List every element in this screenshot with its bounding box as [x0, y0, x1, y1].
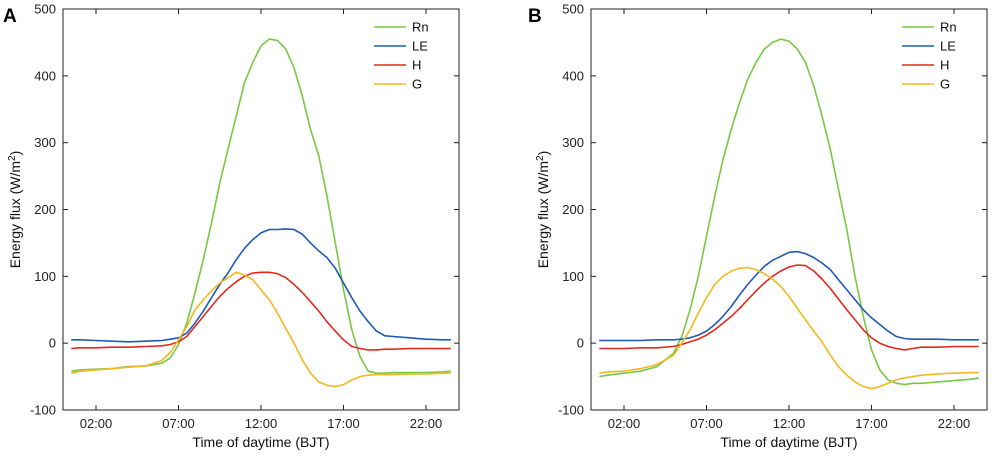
series-line-g [71, 271, 451, 388]
y-axis-title-close: ) [7, 151, 23, 156]
x-tick-label: 12:00 [773, 416, 806, 431]
legend-label-h: H [940, 58, 949, 73]
y-tick-label: -100 [558, 403, 584, 418]
legend-label-rn: Rn [940, 20, 957, 35]
plot-frame [590, 8, 988, 411]
chart-panel-a: A -100 0 100 200 300 400 500 02:00 07:00 12:00 17:0… [3, 2, 460, 450]
legend-label-g: G [940, 77, 950, 92]
chart-panel-b: B -100 0 100 200 300 400 500 02:00 07:00 12:00 17:0… [528, 2, 988, 450]
y-tick-label: 0 [577, 336, 584, 351]
x-axis-title: Time of daytime (BJT) [192, 434, 329, 450]
y-tick-label: 500 [562, 2, 584, 17]
y-axis-title-main: Energy flux (W/m [535, 161, 551, 268]
y-tick-label: 100 [34, 269, 56, 284]
x-tick-label: 07:00 [162, 416, 195, 431]
y-axis-title-sup: 2 [7, 155, 18, 161]
series-line-h [71, 271, 451, 351]
legend: Rn LE HG [374, 20, 429, 92]
y-axis-title-sup: 2 [535, 155, 546, 161]
series-line-g [599, 266, 979, 390]
panel-letter: A [3, 6, 17, 27]
x-tick-label: 17:00 [855, 416, 888, 431]
y-axis-title: Energy flux (W/m2) [535, 151, 551, 269]
series-line-h [599, 264, 979, 351]
plot-frame [62, 8, 460, 411]
series-line-rn [71, 38, 451, 375]
y-tick-label: -100 [30, 403, 56, 418]
y-tick-label: 500 [34, 2, 56, 17]
x-tick-label: 22:00 [938, 416, 971, 431]
legend: Rn LE HG [902, 20, 957, 92]
y-tick-label: 400 [34, 68, 56, 83]
y-tick-label: 0 [49, 336, 56, 351]
y-axis-title: Energy flux (W/m2) [7, 151, 23, 269]
y-tick-label: 300 [34, 135, 56, 150]
y-tick-label: 200 [34, 202, 56, 217]
x-tick-label: 07:00 [690, 416, 723, 431]
legend-label-g: G [412, 77, 422, 92]
series-line-le [71, 228, 451, 343]
y-tick-label: 200 [562, 202, 584, 217]
x-axis-title: Time of daytime (BJT) [720, 434, 857, 450]
y-tick-label: 100 [562, 269, 584, 284]
legend-label-le: LE [412, 39, 428, 54]
x-tick-label: 22:00 [410, 416, 443, 431]
legend-label-h: H [412, 58, 421, 73]
x-tick-label: 02:00 [80, 416, 113, 431]
series-line-rn [599, 38, 979, 386]
x-tick-label: 12:00 [245, 416, 278, 431]
legend-label-le: LE [940, 39, 956, 54]
x-tick-label: 02:00 [608, 416, 641, 431]
y-axis-title-main: Energy flux (W/m [7, 161, 23, 268]
y-tick-label: 300 [562, 135, 584, 150]
y-tick-label: 400 [562, 68, 584, 83]
x-tick-label: 17:00 [327, 416, 360, 431]
series-line-le [599, 250, 979, 342]
panel-letter: B [528, 6, 542, 27]
y-axis-title-close: ) [535, 151, 551, 156]
legend-label-rn: Rn [412, 20, 429, 35]
